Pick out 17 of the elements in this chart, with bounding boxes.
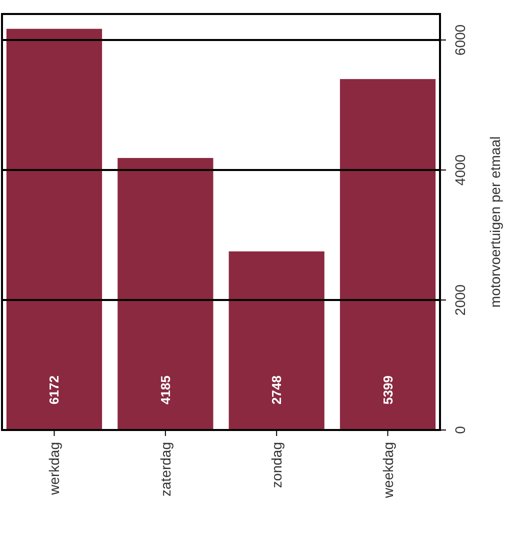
y-tick-label: 4000 — [452, 154, 468, 186]
data-label: 6172 — [46, 376, 62, 404]
y-tick-label: 0 — [452, 426, 468, 434]
x-tick-label: werkdag — [46, 442, 62, 496]
bar — [6, 28, 102, 430]
data-label: 5399 — [380, 376, 396, 404]
y-axis-title: motorvoertuigen per etmaal — [487, 136, 503, 308]
data-label: 4185 — [158, 376, 173, 404]
bar — [340, 79, 436, 430]
bar — [118, 158, 214, 430]
y-tick-label: 2000 — [452, 284, 468, 316]
bar — [228, 251, 324, 430]
data-label: 2748 — [269, 376, 284, 404]
x-tick-label: zondag — [268, 442, 285, 488]
x-tick-label: weekdag — [380, 442, 396, 500]
x-tick-label: zaterdag — [157, 442, 174, 496]
y-tick-label: 6000 — [452, 24, 468, 56]
